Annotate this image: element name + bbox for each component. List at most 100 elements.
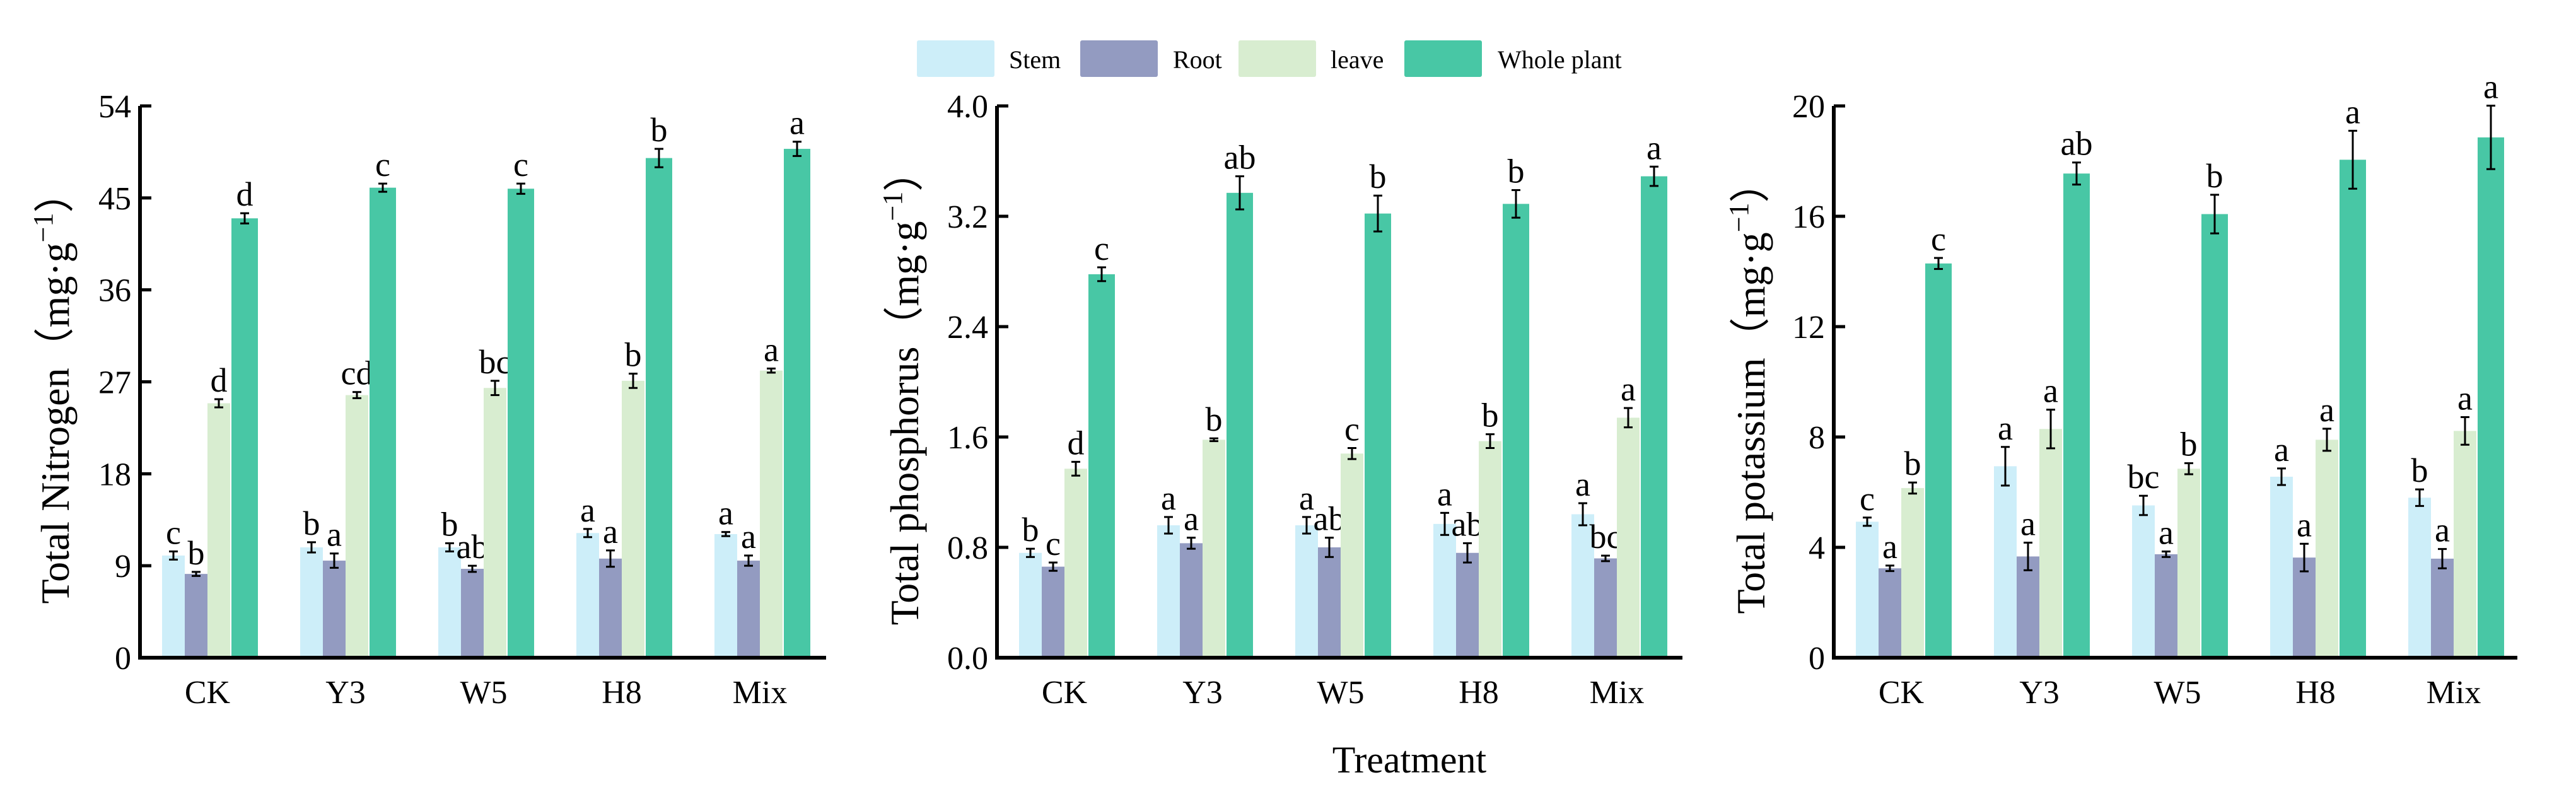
y-tick-label: 1.6 [947, 420, 988, 456]
y-axis-title-end: ） [882, 151, 927, 192]
significance-letter: a [1575, 465, 1590, 503]
bar-leave-W5 [2177, 469, 2200, 658]
error-bar [1624, 407, 1633, 429]
y-tick-label: 2.4 [947, 310, 988, 346]
bar-root-Mix [2431, 558, 2454, 658]
bar-stem-W5 [438, 547, 461, 658]
x-tick-label: CK [185, 675, 231, 711]
bar-root-H8 [1456, 552, 1479, 658]
x-axis-title: Treatment [1332, 739, 1487, 781]
significance-letter: a [1184, 500, 1199, 538]
bar-whole-plant-W5 [1365, 213, 1391, 658]
significance-letter: b [1022, 511, 1039, 549]
significance-letter: a [2457, 380, 2473, 417]
significance-letter: d [211, 361, 228, 399]
bar-stem-Y3 [1994, 466, 2017, 658]
bar-stem-Mix [714, 533, 737, 658]
error-bar [2072, 161, 2081, 186]
x-tick-label: Mix [2427, 675, 2481, 711]
error-bar [192, 571, 201, 577]
significance-letter: c [375, 146, 390, 184]
bar-stem-H8 [576, 533, 599, 658]
significance-letter: a [603, 513, 618, 551]
significance-letter: b [303, 504, 320, 542]
y-axis-title-end: ） [1728, 162, 1773, 202]
significance-letter: c [1094, 230, 1109, 267]
y-axis-title: Total Nitrogen（mg·g−1） [28, 172, 78, 603]
y-tick-label: 54 [98, 89, 131, 125]
significance-letter: b [1508, 152, 1525, 190]
significance-letter: a [2043, 372, 2058, 410]
bar-leave-Mix [1617, 417, 1640, 658]
bar-root-Y3 [323, 561, 346, 658]
significance-letter: b [2206, 157, 2223, 195]
bar-leave-Y3 [2039, 429, 2062, 658]
bar-root-Mix [1594, 558, 1617, 658]
legend-label: Root [1173, 45, 1222, 74]
bar-whole-plant-Y3 [2063, 173, 2090, 658]
bar-stem-Mix [2408, 498, 2431, 658]
significance-letter: ab [1314, 500, 1346, 538]
bar-leave-Y3 [346, 395, 368, 658]
y-axis-title-superscript: −1 [28, 213, 59, 242]
bar-root-W5 [1318, 547, 1341, 658]
error-bar [1071, 460, 1080, 477]
error-bar [1097, 266, 1106, 283]
x-tick-label: Mix [1590, 675, 1645, 711]
significance-letter: ab [1224, 139, 1256, 177]
significance-letter: a [1161, 479, 1176, 517]
legend-label: Stem [1009, 45, 1061, 74]
y-tick-label: 0.8 [947, 530, 988, 566]
error-bar [1463, 542, 1472, 564]
x-tick-label: W5 [1317, 675, 1364, 711]
significance-letter: b [651, 111, 668, 149]
y-tick-label: 4 [1809, 530, 1825, 566]
error-bar [629, 373, 638, 389]
x-tick-label: H8 [2295, 675, 2336, 711]
bar-whole-plant-Y3 [370, 187, 396, 658]
error-bar [1209, 437, 1218, 443]
bar-leave-CK [1064, 469, 1087, 658]
error-bar [2348, 129, 2357, 190]
significance-letter: a [1299, 479, 1314, 517]
bar-stem-CK [162, 555, 185, 658]
legend-swatch-0 [917, 40, 994, 77]
bar-stem-Y3 [1157, 525, 1180, 658]
x-tick-label: W5 [2153, 675, 2201, 711]
significance-letter: d [1068, 424, 1085, 462]
bar-stem-Y3 [300, 547, 323, 658]
significance-letter: b [625, 336, 642, 374]
bar-whole-plant-H8 [1503, 204, 1529, 658]
error-bar [1885, 564, 1894, 573]
bar-whole-plant-Y3 [1227, 192, 1253, 658]
bar-leave-Mix [760, 370, 783, 658]
significance-letter: ab [1452, 505, 1484, 543]
bar-stem-H8 [2270, 477, 2293, 658]
error-bar [1348, 447, 1356, 460]
significance-letter: b [2181, 426, 2198, 463]
bar-root-H8 [2293, 557, 2316, 658]
significance-letter: a [2297, 506, 2312, 544]
bar-stem-CK [1019, 552, 1042, 658]
error-bar [1512, 189, 1520, 219]
error-bar [2046, 409, 2055, 450]
bar-whole-plant-CK [1088, 274, 1115, 658]
bar-leave-Y3 [1203, 440, 1225, 658]
significance-letter: a [2020, 505, 2036, 543]
error-bar [1601, 554, 1610, 562]
bar-whole-plant-W5 [2201, 214, 2228, 658]
significance-letter: d [236, 175, 254, 213]
error-bar [240, 212, 249, 224]
error-bar [2438, 548, 2447, 569]
y-tick-label: 16 [1792, 199, 1825, 235]
error-bar [491, 380, 499, 397]
y-tick-label: 0 [115, 641, 131, 677]
significance-letter: a [718, 494, 733, 532]
significance-letter: a [1646, 129, 1662, 166]
significance-letter: b [1482, 397, 1499, 434]
significance-letter: c [166, 513, 181, 551]
significance-letter: a [1621, 370, 1636, 408]
error-bar [767, 367, 776, 374]
significance-letter: c [1344, 411, 1360, 448]
